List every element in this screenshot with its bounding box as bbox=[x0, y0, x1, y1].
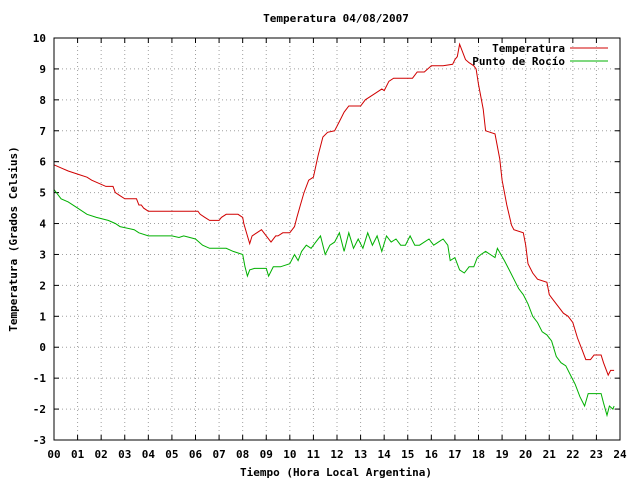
y-tick-label: 2 bbox=[39, 279, 46, 292]
y-tick-label: 6 bbox=[39, 156, 46, 169]
axis-ticks bbox=[53, 37, 621, 441]
x-tick-label: 16 bbox=[425, 448, 439, 461]
x-tick-label: 05 bbox=[165, 448, 178, 461]
y-axis-label: Temperatura (Grados Celsius) bbox=[7, 146, 20, 331]
plot-frame bbox=[53, 37, 621, 441]
chart-title: Temperatura 04/08/2007 bbox=[263, 12, 409, 25]
y-tick-label: -1 bbox=[33, 372, 47, 385]
x-tick-label: 15 bbox=[401, 448, 414, 461]
x-tick-label: 18 bbox=[472, 448, 485, 461]
series-lines bbox=[53, 42, 615, 418]
x-tick-label: 00 bbox=[47, 448, 60, 461]
x-tick-label: 01 bbox=[71, 448, 85, 461]
x-tick-label: 20 bbox=[519, 448, 532, 461]
y-tick-label: 1 bbox=[39, 310, 46, 323]
legend-label-punto-de-rocio: Punto de Rocío bbox=[472, 55, 565, 68]
x-axis-label: Tiempo (Hora Local Argentina) bbox=[240, 466, 432, 479]
y-tick-label: 8 bbox=[39, 94, 46, 107]
x-tick-label: 10 bbox=[283, 448, 296, 461]
y-tick-label: 0 bbox=[39, 341, 46, 354]
x-tick-label: 08 bbox=[236, 448, 249, 461]
y-tick-label: 10 bbox=[33, 32, 46, 45]
series-line-punto-de-rocio bbox=[53, 189, 615, 418]
x-tick-label: 19 bbox=[495, 448, 508, 461]
legend-label-temperatura: Temperatura bbox=[492, 42, 565, 55]
series-line-temperatura bbox=[53, 42, 615, 377]
x-tick-label: 02 bbox=[95, 448, 108, 461]
x-tick-label: 21 bbox=[543, 448, 557, 461]
x-tick-labels: 00 01 02 03 04 05 06 07 08 09 10 11 12 13 14 15 16 17 18 19… bbox=[47, 448, 627, 461]
x-tick-label: 09 bbox=[260, 448, 273, 461]
y-tick-label: -2 bbox=[33, 403, 46, 416]
x-tick-label: 11 bbox=[307, 448, 321, 461]
y-tick-label: -3 bbox=[33, 434, 46, 447]
x-tick-label: 03 bbox=[118, 448, 131, 461]
x-tick-label: 12 bbox=[330, 448, 343, 461]
x-tick-label: 24 bbox=[613, 448, 627, 461]
x-tick-label: 07 bbox=[212, 448, 225, 461]
x-tick-label: 13 bbox=[354, 448, 367, 461]
legend: Temperatura Punto de Rocío bbox=[472, 42, 608, 68]
x-tick-label: 14 bbox=[378, 448, 392, 461]
y-tick-label: 9 bbox=[39, 63, 46, 76]
x-tick-label: 17 bbox=[448, 448, 461, 461]
y-tick-label: 5 bbox=[39, 187, 46, 200]
x-tick-label: 23 bbox=[590, 448, 603, 461]
y-tick-label: 3 bbox=[39, 248, 46, 261]
x-tick-label: 22 bbox=[566, 448, 579, 461]
x-tick-label: 06 bbox=[189, 448, 203, 461]
y-tick-label: 4 bbox=[39, 218, 46, 231]
y-tick-label: 7 bbox=[39, 125, 46, 138]
x-tick-label: 04 bbox=[142, 448, 156, 461]
y-tick-labels: -3 -2 -1 0 1 2 3 4 5 6 7 8 9 10 bbox=[33, 32, 47, 447]
grid-lines bbox=[54, 38, 620, 440]
